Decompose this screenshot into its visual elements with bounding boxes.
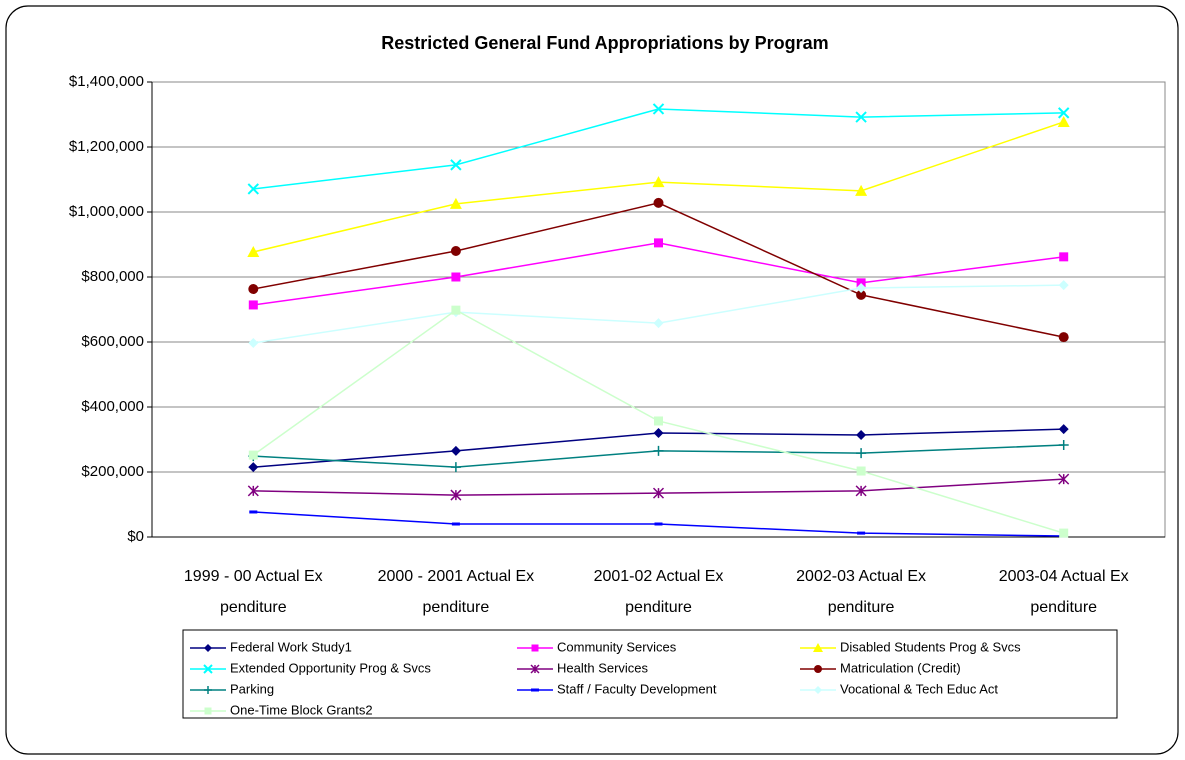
legend-label: Extended Opportunity Prog & Svcs xyxy=(230,660,431,675)
x-tick-label: 2002-03 Actual Ex penditure xyxy=(796,568,927,616)
marker xyxy=(1058,280,1069,291)
marker xyxy=(652,176,665,188)
marker xyxy=(451,272,461,282)
marker xyxy=(654,238,663,248)
marker xyxy=(248,284,259,295)
marker xyxy=(450,159,462,171)
marker xyxy=(450,489,462,501)
marker xyxy=(654,416,663,426)
marker xyxy=(1059,252,1069,262)
marker xyxy=(249,510,258,514)
y-tick-label: $1,400,000 xyxy=(69,73,144,90)
marker xyxy=(1059,528,1069,538)
marker xyxy=(204,644,212,652)
marker xyxy=(204,707,212,715)
marker xyxy=(450,462,461,473)
marker xyxy=(450,445,461,456)
marker xyxy=(248,300,258,310)
x-tick-label: 2000 - 2001 Actual Ex penditure xyxy=(377,568,535,616)
marker xyxy=(531,644,539,652)
y-tick-label: $0 xyxy=(127,528,144,545)
marker xyxy=(1058,440,1069,451)
y-tick-label: $400,000 xyxy=(81,398,144,415)
marker xyxy=(203,664,213,674)
marker xyxy=(855,485,867,497)
marker xyxy=(1058,473,1070,485)
marker xyxy=(531,688,539,692)
marker xyxy=(855,184,868,196)
marker xyxy=(247,245,260,257)
marker xyxy=(856,289,867,300)
marker xyxy=(653,197,664,208)
marker xyxy=(451,522,460,526)
y-tick-label: $600,000 xyxy=(81,333,144,350)
marker xyxy=(247,183,260,195)
marker xyxy=(857,531,866,535)
marker xyxy=(1057,107,1070,119)
legend-label: Matriculation (Credit) xyxy=(840,660,961,675)
marker xyxy=(856,278,866,288)
marker xyxy=(1058,332,1069,343)
marker xyxy=(653,318,664,329)
x-tick-label: 2001-02 Actual Ex penditure xyxy=(593,568,724,616)
marker xyxy=(814,686,822,694)
legend-label: Parking xyxy=(230,681,274,696)
marker xyxy=(856,283,867,294)
legend-label: Federal Work Study1 xyxy=(230,639,352,654)
x-tick-label: 1999 - 00 Actual Ex penditure xyxy=(183,568,323,616)
marker xyxy=(652,487,665,499)
marker xyxy=(652,103,665,115)
legend xyxy=(182,629,1118,719)
marker xyxy=(654,522,663,526)
legend-label: Disabled Students Prog & Svcs xyxy=(840,639,1021,654)
legend-label: One-Time Block Grants2 xyxy=(230,702,373,717)
marker xyxy=(855,111,867,123)
legend-label: Staff / Faculty Development xyxy=(557,681,717,696)
y-tick-label: $1,000,000 xyxy=(69,203,144,220)
marker xyxy=(856,429,867,440)
marker xyxy=(247,485,259,497)
marker xyxy=(204,686,212,694)
x-tick-label: 2003-04 Actual Ex penditure xyxy=(998,568,1129,616)
marker xyxy=(813,643,823,652)
legend-label: Vocational & Tech Educ Act xyxy=(840,681,998,696)
marker xyxy=(856,466,866,476)
marker xyxy=(653,428,664,438)
marker xyxy=(856,448,867,459)
marker xyxy=(248,462,259,473)
marker xyxy=(248,450,258,460)
y-tick-label: $800,000 xyxy=(81,268,144,285)
marker xyxy=(530,664,540,674)
chart-title: Restricted General Fund Appropriations b… xyxy=(381,33,828,53)
legend-label: Health Services xyxy=(557,660,649,675)
marker xyxy=(814,665,822,673)
marker xyxy=(248,337,259,348)
marker xyxy=(450,246,461,256)
plot-area xyxy=(151,81,1166,538)
y-tick-label: $200,000 xyxy=(81,463,144,480)
marker xyxy=(653,445,664,456)
y-tick-label: $1,200,000 xyxy=(69,138,144,155)
marker xyxy=(1057,115,1070,127)
marker xyxy=(451,305,461,315)
legend-label: Community Services xyxy=(557,639,677,654)
marker xyxy=(1058,424,1069,435)
marker xyxy=(449,197,462,209)
